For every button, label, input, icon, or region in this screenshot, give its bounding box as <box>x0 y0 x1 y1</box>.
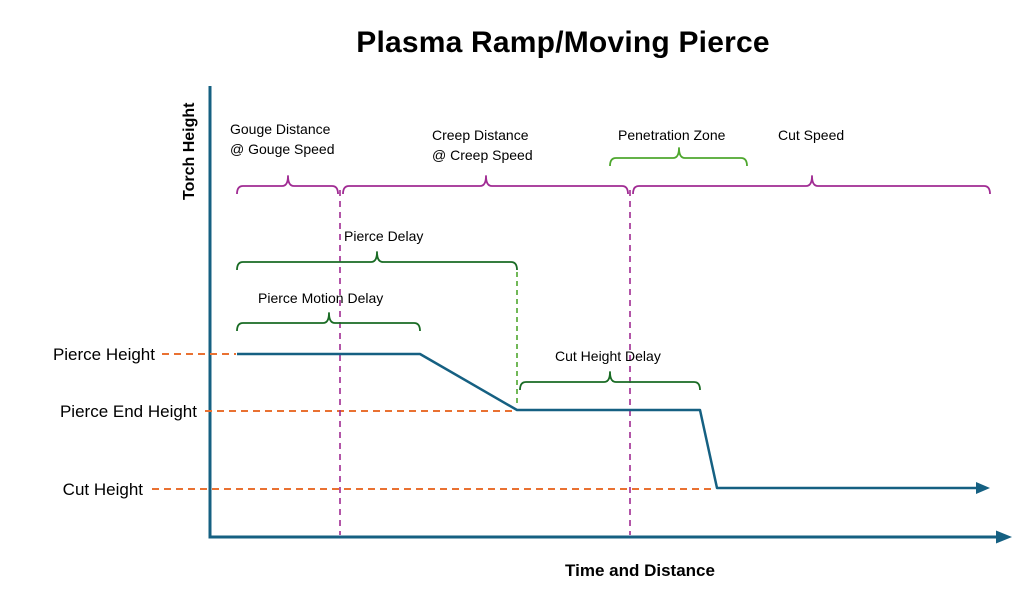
cut-speed-brace <box>632 175 991 195</box>
pierce-delay-label: Pierce Delay <box>344 228 424 244</box>
pierce-motion-delay-brace <box>236 312 421 332</box>
torch-height-profile-line <box>237 352 977 490</box>
cut-height-delay-brace <box>519 371 701 391</box>
axes-line <box>208 86 997 539</box>
cut-speed-label: Cut Speed <box>778 127 845 143</box>
creep-distance-brace <box>342 175 629 195</box>
pierce-motion-delay-label: Pierce Motion Delay <box>258 290 384 306</box>
gouge-distance-label-line1: Gouge Distance <box>230 121 331 137</box>
x-axis-arrowhead <box>996 530 1012 544</box>
gouge-distance-brace <box>236 175 339 195</box>
cut-height-delay-label: Cut Height Delay <box>555 348 661 364</box>
creep-distance-label: Creep Distance @ Creep Speed <box>432 125 533 165</box>
cut-height-label: Cut Height <box>62 480 143 499</box>
y-axis-label: Torch Height <box>181 102 198 200</box>
chart-title: Plasma Ramp/Moving Pierce <box>356 26 770 59</box>
pierce-end-height-label: Pierce End Height <box>59 402 197 421</box>
gouge-distance-label-line2: @ Gouge Speed <box>230 141 335 157</box>
pierce-height-label: Pierce Height <box>52 345 155 364</box>
gouge-distance-label: Gouge Distance @ Gouge Speed <box>230 119 335 159</box>
creep-distance-label-line1: Creep Distance <box>432 127 529 143</box>
x-axis-label: Time and Distance <box>565 561 715 580</box>
pierce-delay-brace <box>236 251 518 271</box>
penetration-zone-label: Penetration Zone <box>618 127 726 143</box>
penetration-zone-brace <box>609 147 748 167</box>
profile-arrowhead <box>976 482 990 494</box>
creep-distance-label-line2: @ Creep Speed <box>432 147 533 163</box>
